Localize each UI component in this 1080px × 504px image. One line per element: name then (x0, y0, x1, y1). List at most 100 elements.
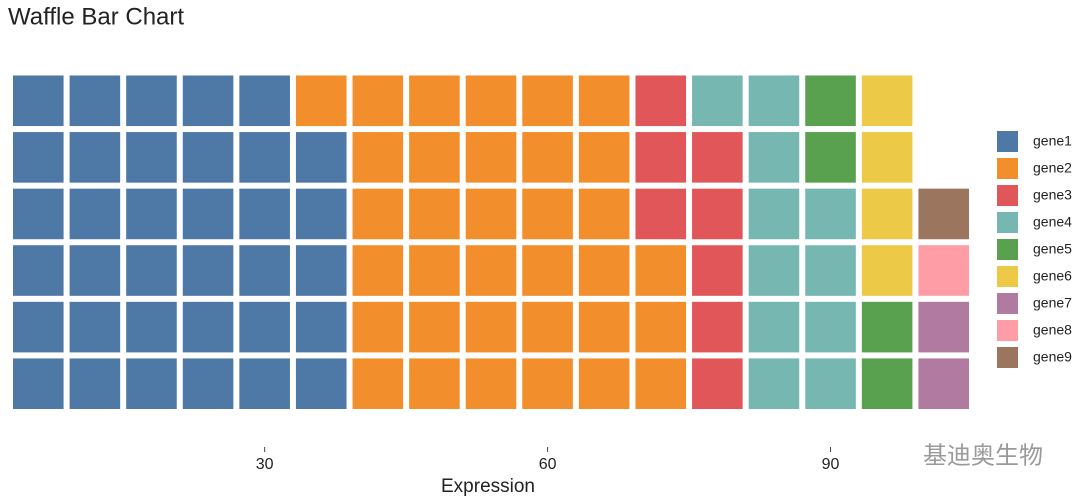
waffle-cell (578, 75, 630, 127)
waffle-cell (635, 245, 687, 296)
legend-label: gene7 (1033, 295, 1072, 311)
waffle-cell (692, 245, 743, 296)
legend-key (997, 131, 1018, 152)
waffle-cell (748, 358, 800, 409)
waffle-cell (239, 188, 290, 240)
legend-key (997, 266, 1018, 287)
waffle-cell (692, 132, 743, 183)
legend-label: gene3 (1033, 187, 1072, 203)
waffle-cell (69, 75, 121, 127)
waffle-cell (522, 75, 573, 127)
waffle-cell (352, 358, 404, 409)
x-axis-title: Expression (441, 476, 535, 497)
waffle-cell (69, 245, 121, 296)
waffle-cell (126, 75, 177, 127)
waffle-cell (805, 358, 856, 409)
waffle-cell (465, 245, 517, 296)
waffle-cell (635, 188, 687, 240)
waffle-cell (13, 188, 64, 240)
waffle-cell (13, 245, 64, 296)
waffle-cell (409, 245, 460, 296)
legend-key (997, 293, 1018, 314)
x-tick-label: 30 (256, 456, 274, 473)
waffle-cell (182, 132, 234, 183)
waffle-cell (805, 75, 856, 127)
watermark: 基迪奥生物 (923, 442, 1043, 469)
waffle-cell (13, 75, 64, 127)
waffle-cell (239, 358, 290, 409)
waffle-cell (295, 75, 347, 127)
waffle-cell (522, 358, 573, 409)
waffle-cell (126, 188, 177, 240)
legend-key (997, 239, 1018, 260)
legend-label: gene4 (1033, 214, 1072, 230)
waffle-cell (522, 245, 573, 296)
waffle-cell (692, 75, 743, 127)
waffle-cell (126, 245, 177, 296)
waffle-cell (182, 75, 234, 127)
legend-key (997, 347, 1018, 368)
waffle-cell (182, 301, 234, 353)
waffle-cell (805, 301, 856, 353)
legend-label: gene1 (1033, 133, 1072, 149)
waffle-cell (578, 188, 630, 240)
waffle-cell (578, 245, 630, 296)
waffle-cell (295, 132, 347, 183)
waffle-cell (465, 358, 517, 409)
waffle-cell (861, 301, 913, 353)
waffle-cell (126, 301, 177, 353)
waffle-cell (295, 358, 347, 409)
waffle-cell (805, 188, 856, 240)
waffle-cell (409, 301, 460, 353)
waffle-cell (126, 132, 177, 183)
legend-label: gene2 (1033, 160, 1072, 176)
waffle-cell (522, 188, 573, 240)
waffle-cell (239, 301, 290, 353)
waffle-cell (748, 75, 800, 127)
waffle-cell (748, 245, 800, 296)
waffle-cell (352, 301, 404, 353)
legend-key (997, 320, 1018, 341)
waffle-cell (13, 301, 64, 353)
waffle-cell (182, 245, 234, 296)
waffle-cell (918, 358, 969, 409)
waffle-cell (409, 132, 460, 183)
waffle-cell (522, 132, 573, 183)
x-tick-label: 90 (822, 456, 840, 473)
waffle-cell (692, 188, 743, 240)
legend-label: gene5 (1033, 241, 1072, 257)
waffle-cell (748, 301, 800, 353)
waffle-cell (861, 188, 913, 240)
legend-key (997, 185, 1018, 206)
waffle-cell (409, 188, 460, 240)
waffle-cell (182, 188, 234, 240)
waffle-cell (69, 301, 121, 353)
waffle-cell (918, 301, 969, 353)
waffle-cell (465, 75, 517, 127)
waffle-cell (918, 188, 969, 240)
waffle-cell (578, 358, 630, 409)
waffle-cell (635, 301, 687, 353)
waffle-cell (13, 132, 64, 183)
waffle-cell (861, 75, 913, 127)
waffle-cell (69, 358, 121, 409)
legend-key (997, 212, 1018, 233)
waffle-cell (692, 358, 743, 409)
waffle-cell (69, 132, 121, 183)
chart-title: Waffle Bar Chart (8, 3, 184, 30)
waffle-cell (805, 245, 856, 296)
waffle-cell (748, 188, 800, 240)
waffle-cell (578, 132, 630, 183)
waffle-cell (182, 358, 234, 409)
waffle-cell (465, 301, 517, 353)
waffle-cell (295, 245, 347, 296)
waffle-cell (352, 75, 404, 127)
waffle-cell (239, 132, 290, 183)
waffle-cell (352, 245, 404, 296)
waffle-cell (352, 188, 404, 240)
waffle-cell (861, 358, 913, 409)
waffle-cell (635, 75, 687, 127)
waffle-cell (692, 301, 743, 353)
legend-label: gene6 (1033, 268, 1072, 284)
